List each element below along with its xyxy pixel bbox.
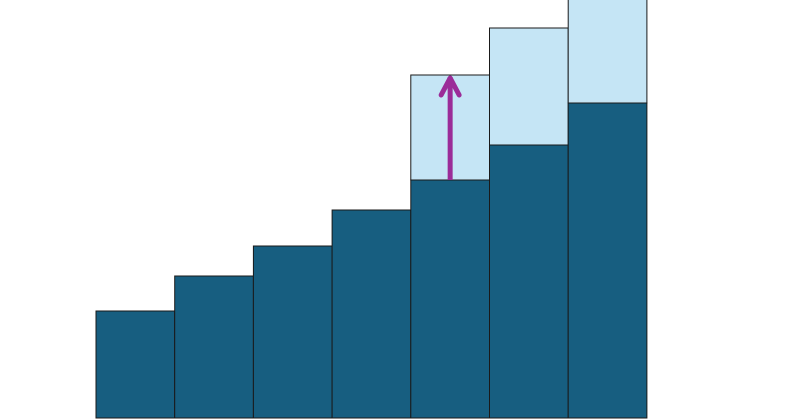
base-bar-6 [489,144,569,419]
arrow-head [438,75,462,98]
base-bar-2 [174,275,254,419]
highlight-bar-7 [567,0,648,104]
base-bar-5 [410,179,490,419]
base-bar-1 [95,310,176,419]
base-bar-7 [567,102,648,419]
base-bar-4 [331,209,412,419]
highlight-bar-6 [489,27,569,146]
base-bar-3 [252,245,333,419]
increase-arrow-1 [438,75,462,180]
annotations-group [438,75,462,180]
bars-group [95,0,648,419]
